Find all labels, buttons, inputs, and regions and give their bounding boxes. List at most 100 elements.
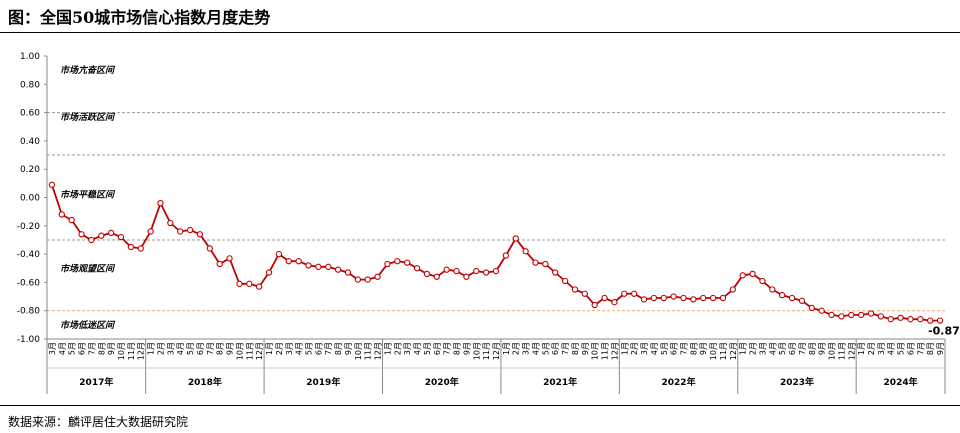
x-tick-label: 7月 <box>443 342 452 355</box>
data-point <box>167 219 174 227</box>
x-tick-label: 10月 <box>472 342 481 360</box>
x-tick-label: 2月 <box>275 342 284 355</box>
data-point <box>206 245 213 252</box>
data-point <box>877 313 885 320</box>
data-point <box>848 311 855 319</box>
x-tick-label: 3月 <box>877 342 886 355</box>
data-point <box>936 317 944 324</box>
x-tick-label: 6月 <box>433 342 442 355</box>
data-point <box>561 277 569 285</box>
year-label: 2023年 <box>780 376 814 388</box>
data-point <box>719 294 727 302</box>
data-point <box>137 245 144 252</box>
y-tick-label: 0.60 <box>20 109 40 119</box>
x-tick-label: 7月 <box>798 342 807 355</box>
data-point <box>571 286 579 293</box>
data-point <box>897 314 904 321</box>
x-tick-label: 4月 <box>413 342 422 355</box>
x-tick-label: 10月 <box>591 342 600 360</box>
x-tick-label: 2月 <box>630 342 639 355</box>
data-point <box>838 313 845 320</box>
data-point <box>650 294 658 302</box>
data-point <box>107 229 115 237</box>
data-point <box>463 273 470 280</box>
data-point <box>867 310 875 317</box>
year-label: 2022年 <box>662 376 696 388</box>
data-labels: -0.87 <box>928 325 960 338</box>
end-value-label: -0.87 <box>928 325 960 338</box>
data-point <box>275 250 283 258</box>
data-point <box>640 296 648 303</box>
y-tick-label: 0.80 <box>20 80 40 90</box>
data-point <box>295 258 302 265</box>
x-tick-label: 12月 <box>255 342 264 360</box>
y-tick-label: 1.00 <box>20 52 40 62</box>
x-tick-label: 4月 <box>295 342 304 355</box>
figure-title: 图：全国50城市场信心指数月度走势 <box>8 8 271 27</box>
year-label: 2020年 <box>425 376 459 388</box>
zone-label: 市场亢奋区间 <box>60 65 116 76</box>
data-point <box>246 280 253 287</box>
data-point <box>453 267 460 275</box>
x-tick-label: 11月 <box>127 342 136 360</box>
x-tick-label: 6月 <box>78 342 87 355</box>
data-point <box>256 283 263 290</box>
x-tick-label: 9月 <box>699 342 708 355</box>
data-point <box>680 294 687 302</box>
x-tick-label: 8月 <box>334 342 343 355</box>
data-point <box>473 267 480 275</box>
data-point <box>502 252 510 259</box>
x-tick-label: 4月 <box>176 342 185 355</box>
y-tick-label: 0.00 <box>20 194 40 204</box>
x-tick-label: 5月 <box>778 342 787 355</box>
x-tick-label: 5月 <box>305 342 314 355</box>
y-tick-label: 0.20 <box>20 165 40 175</box>
x-tick-label: 7月 <box>87 342 96 355</box>
data-point <box>48 181 56 188</box>
data-point <box>265 269 273 276</box>
data-point <box>384 260 391 268</box>
x-tick-label: 3月 <box>285 342 294 355</box>
data-point <box>177 228 184 235</box>
data-point <box>769 286 776 293</box>
data-point <box>404 259 411 266</box>
x-tick-label: 10月 <box>828 342 837 360</box>
data-point <box>157 200 164 207</box>
x-tick-label: 10月 <box>235 342 244 360</box>
data-point <box>779 291 786 299</box>
series-line <box>51 184 941 322</box>
data-point <box>364 276 371 283</box>
data-point <box>236 280 243 287</box>
data-point <box>325 263 332 270</box>
data-point <box>709 294 717 302</box>
source-rule <box>0 405 960 406</box>
x-tick-label: 9月 <box>581 342 590 355</box>
x-tick-label: 11月 <box>601 342 610 360</box>
x-tick-label: 12月 <box>137 342 146 360</box>
x-tick-label: 4月 <box>887 342 896 355</box>
data-point <box>344 269 352 276</box>
data-point <box>611 299 618 306</box>
x-tick-label: 4月 <box>58 342 67 355</box>
x-tick-label: 8月 <box>453 342 462 355</box>
data-point <box>927 317 934 324</box>
data-point <box>374 273 381 280</box>
x-tick-label: 9月 <box>936 342 945 355</box>
data-point <box>660 294 667 302</box>
x-tick-label: 3月 <box>522 342 531 355</box>
data-point <box>334 266 342 273</box>
x-tick-label: 9月 <box>462 342 471 355</box>
x-tick-label: 4月 <box>531 342 540 355</box>
x-tick-label: 12月 <box>492 342 501 360</box>
x-tick-label: 6月 <box>551 342 560 355</box>
data-point <box>186 226 194 234</box>
year-label: 2019年 <box>306 376 340 388</box>
x-tick-label: 1月 <box>502 342 511 355</box>
data-point <box>621 290 628 297</box>
data-point <box>788 294 796 302</box>
data-point <box>285 258 292 265</box>
axes <box>44 55 946 394</box>
year-label: 2024年 <box>884 376 918 388</box>
